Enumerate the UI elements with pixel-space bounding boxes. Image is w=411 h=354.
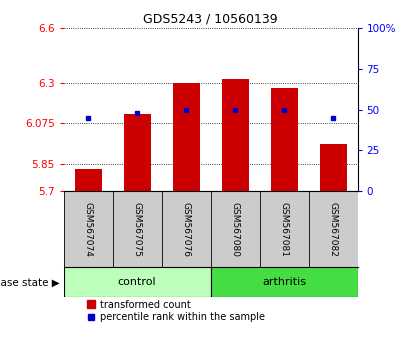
Text: GSM567080: GSM567080 — [231, 202, 240, 257]
Bar — [211, 267, 358, 297]
Bar — [124, 114, 151, 191]
Bar — [64, 267, 210, 297]
Text: GSM567074: GSM567074 — [84, 202, 93, 257]
Text: GSM567075: GSM567075 — [133, 202, 142, 257]
Text: control: control — [118, 277, 157, 287]
Legend: transformed count, percentile rank within the sample: transformed count, percentile rank withi… — [87, 299, 265, 322]
Bar — [173, 82, 200, 191]
Bar — [222, 79, 249, 191]
Text: disease state ▶: disease state ▶ — [0, 277, 60, 287]
Text: arthritis: arthritis — [262, 277, 306, 287]
Text: GSM567081: GSM567081 — [279, 202, 289, 257]
Bar — [270, 88, 298, 191]
Bar — [75, 170, 102, 191]
Text: GSM567082: GSM567082 — [328, 202, 337, 257]
Text: GSM567076: GSM567076 — [182, 202, 191, 257]
Title: GDS5243 / 10560139: GDS5243 / 10560139 — [143, 13, 278, 26]
Bar — [320, 144, 346, 191]
